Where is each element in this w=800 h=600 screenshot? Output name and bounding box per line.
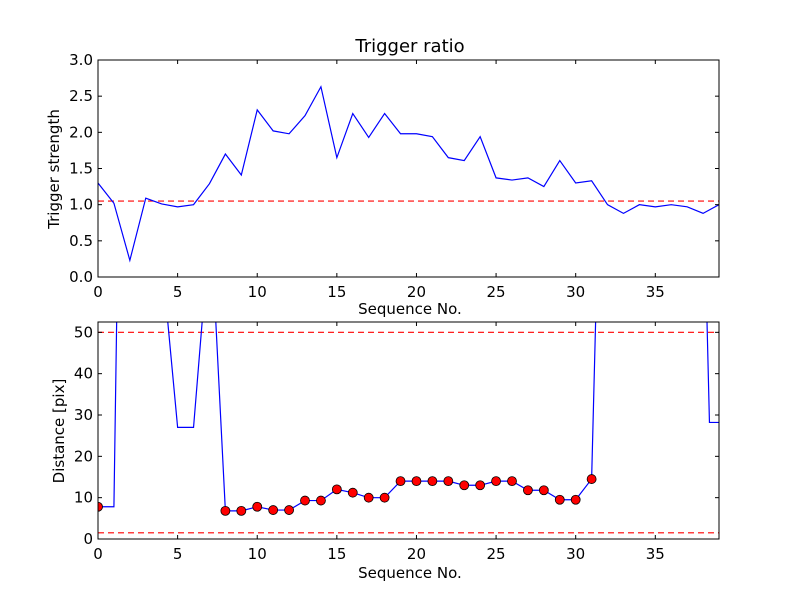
trigger-ratio-chart: Trigger ratio Sequence No. Trigger stren…	[45, 36, 720, 318]
x-tick-label: 0	[93, 545, 103, 563]
x-tick-label: 35	[646, 545, 665, 563]
y-tick-label: 1.0	[69, 196, 93, 214]
data-point-marker	[507, 476, 517, 487]
y-axis-label: Distance [pix]	[50, 379, 68, 484]
x-tick-label: 25	[487, 283, 506, 301]
x-tick-label: 15	[327, 545, 346, 563]
y-tick-label: 0.0	[69, 268, 93, 286]
data-point-marker	[491, 476, 501, 487]
x-tick-label: 30	[566, 545, 585, 563]
y-tick-label: 30	[74, 406, 93, 424]
x-tick-label: 0	[93, 283, 103, 301]
data-point-marker	[411, 476, 422, 487]
y-tick-label: 0.5	[69, 232, 93, 250]
y-tick-label: 2.5	[69, 87, 93, 105]
x-tick-label: 20	[407, 283, 426, 301]
series-line	[98, 85, 719, 263]
x-tick-label: 5	[173, 283, 183, 301]
data-point-marker	[252, 501, 263, 512]
y-tick-label: 10	[74, 489, 93, 507]
data-point-marker	[379, 492, 390, 503]
data-point-marker	[443, 476, 454, 487]
plot-background	[98, 322, 719, 539]
x-tick-label: 10	[248, 545, 267, 563]
y-axis-label: Trigger strength	[45, 109, 63, 230]
x-tick-label: 10	[248, 283, 267, 301]
x-tick-label: 25	[487, 545, 506, 563]
x-tick-label: 5	[173, 545, 183, 563]
data-point-marker	[268, 505, 279, 515]
x-tick-label: 30	[566, 283, 585, 301]
x-tick-label: 15	[327, 283, 346, 301]
x-tick-label: 20	[407, 545, 426, 563]
y-tick-label: 3.0	[69, 51, 93, 69]
data-point-marker	[427, 476, 438, 487]
y-tick-label: 2.0	[69, 123, 93, 141]
data-point-marker	[395, 476, 406, 487]
data-point-marker	[570, 494, 581, 505]
y-tick-label: 0	[83, 530, 93, 548]
data-point-marker	[236, 505, 247, 516]
data-point-marker	[538, 485, 549, 496]
data-point-marker	[347, 487, 358, 498]
data-point-marker	[331, 484, 342, 495]
y-tick-label: 40	[74, 365, 93, 383]
chart-title: Trigger ratio	[354, 36, 464, 57]
x-axis-label: Sequence No.	[358, 564, 462, 582]
data-point-marker	[300, 495, 310, 506]
data-point-marker	[220, 505, 231, 516]
y-tick-label: 20	[74, 447, 93, 465]
x-axis-label: Sequence No.	[358, 300, 462, 318]
data-point-marker	[98, 501, 103, 512]
data-point-marker	[316, 495, 326, 506]
x-tick-label: 35	[646, 283, 665, 301]
data-point-marker	[284, 505, 294, 515]
data-point-marker	[363, 492, 374, 503]
plot-background	[98, 60, 719, 277]
y-tick-label: 1.5	[69, 160, 93, 178]
data-point-marker	[523, 485, 533, 496]
data-point-marker	[475, 480, 486, 491]
y-tick-label: 50	[74, 323, 93, 341]
data-point-marker	[586, 474, 597, 484]
data-point-marker	[459, 480, 470, 491]
data-point-marker	[554, 494, 565, 505]
plot-area-frame	[97, 321, 720, 540]
distance-chart: Sequence No. Distance [pix] 0 5 10 15 20 25 30…	[50, 321, 720, 582]
